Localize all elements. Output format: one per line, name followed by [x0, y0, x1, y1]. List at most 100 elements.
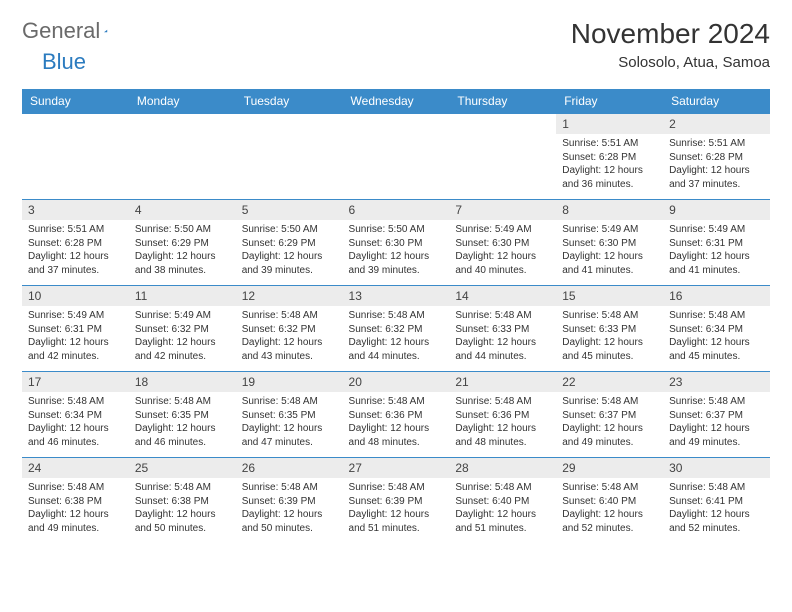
day-cell: 7Sunrise: 5:49 AMSunset: 6:30 PMDaylight…: [449, 200, 556, 286]
day-number: 11: [129, 286, 236, 306]
sunset-line: Sunset: 6:32 PM: [242, 323, 337, 337]
sunset-line: Sunset: 6:33 PM: [455, 323, 550, 337]
day-cell: 24Sunrise: 5:48 AMSunset: 6:38 PMDayligh…: [22, 458, 129, 544]
daylight-line: Daylight: 12 hours and 49 minutes.: [562, 422, 657, 449]
daylight-line: Daylight: 12 hours and 52 minutes.: [669, 508, 764, 535]
sunset-line: Sunset: 6:35 PM: [242, 409, 337, 423]
daylight-line: Daylight: 12 hours and 51 minutes.: [349, 508, 444, 535]
daylight-line: Daylight: 12 hours and 51 minutes.: [455, 508, 550, 535]
day-cell: 26Sunrise: 5:48 AMSunset: 6:39 PMDayligh…: [236, 458, 343, 544]
sunset-line: Sunset: 6:37 PM: [562, 409, 657, 423]
calendar-row: 1Sunrise: 5:51 AMSunset: 6:28 PMDaylight…: [22, 114, 770, 200]
day-cell: 19Sunrise: 5:48 AMSunset: 6:35 PMDayligh…: [236, 372, 343, 458]
day-number: 26: [236, 458, 343, 478]
sunrise-line: Sunrise: 5:48 AM: [669, 395, 764, 409]
sunset-line: Sunset: 6:32 PM: [349, 323, 444, 337]
day-number: 15: [556, 286, 663, 306]
day-cell: 16Sunrise: 5:48 AMSunset: 6:34 PMDayligh…: [663, 286, 770, 372]
sunrise-line: Sunrise: 5:48 AM: [28, 395, 123, 409]
day-cell: 1Sunrise: 5:51 AMSunset: 6:28 PMDaylight…: [556, 114, 663, 200]
sunrise-line: Sunrise: 5:51 AM: [562, 137, 657, 151]
daylight-line: Daylight: 12 hours and 37 minutes.: [28, 250, 123, 277]
day-cell: 25Sunrise: 5:48 AMSunset: 6:38 PMDayligh…: [129, 458, 236, 544]
daylight-line: Daylight: 12 hours and 44 minutes.: [455, 336, 550, 363]
sunset-line: Sunset: 6:30 PM: [349, 237, 444, 251]
day-cell: 3Sunrise: 5:51 AMSunset: 6:28 PMDaylight…: [22, 200, 129, 286]
sunrise-line: Sunrise: 5:48 AM: [562, 481, 657, 495]
sunrise-line: Sunrise: 5:49 AM: [455, 223, 550, 237]
sunset-line: Sunset: 6:28 PM: [28, 237, 123, 251]
sunrise-line: Sunrise: 5:48 AM: [455, 395, 550, 409]
day-number: 6: [343, 200, 450, 220]
calendar-row: 24Sunrise: 5:48 AMSunset: 6:38 PMDayligh…: [22, 458, 770, 544]
day-cell: 14Sunrise: 5:48 AMSunset: 6:33 PMDayligh…: [449, 286, 556, 372]
day-number: 29: [556, 458, 663, 478]
day-cell: 30Sunrise: 5:48 AMSunset: 6:41 PMDayligh…: [663, 458, 770, 544]
daylight-line: Daylight: 12 hours and 42 minutes.: [28, 336, 123, 363]
daylight-line: Daylight: 12 hours and 43 minutes.: [242, 336, 337, 363]
day-cell: 23Sunrise: 5:48 AMSunset: 6:37 PMDayligh…: [663, 372, 770, 458]
day-number: 27: [343, 458, 450, 478]
daylight-line: Daylight: 12 hours and 45 minutes.: [669, 336, 764, 363]
brand-triangle-icon: [104, 23, 107, 39]
daylight-line: Daylight: 12 hours and 50 minutes.: [135, 508, 230, 535]
sunrise-line: Sunrise: 5:48 AM: [455, 309, 550, 323]
day-cell: 9Sunrise: 5:49 AMSunset: 6:31 PMDaylight…: [663, 200, 770, 286]
sunset-line: Sunset: 6:28 PM: [562, 151, 657, 165]
sunset-line: Sunset: 6:36 PM: [455, 409, 550, 423]
weekday-header: Sunday: [22, 89, 129, 114]
weekday-header: Tuesday: [236, 89, 343, 114]
daylight-line: Daylight: 12 hours and 39 minutes.: [242, 250, 337, 277]
sunset-line: Sunset: 6:29 PM: [242, 237, 337, 251]
day-number: 12: [236, 286, 343, 306]
day-cell: 2Sunrise: 5:51 AMSunset: 6:28 PMDaylight…: [663, 114, 770, 200]
day-cell: 28Sunrise: 5:48 AMSunset: 6:40 PMDayligh…: [449, 458, 556, 544]
sunset-line: Sunset: 6:34 PM: [28, 409, 123, 423]
day-cell: 6 Sunrise: 5:50 AMSunset: 6:30 PMDaylight…: [343, 200, 450, 286]
day-cell: 20Sunrise: 5:48 AMSunset: 6:36 PMDayligh…: [343, 372, 450, 458]
day-number: 4: [129, 200, 236, 220]
sunset-line: Sunset: 6:41 PM: [669, 495, 764, 509]
day-number: 9: [663, 200, 770, 220]
sunrise-line: Sunrise: 5:50 AM: [349, 223, 444, 237]
day-number: 22: [556, 372, 663, 392]
day-number: 19: [236, 372, 343, 392]
day-number: 24: [22, 458, 129, 478]
sunrise-line: Sunrise: 5:48 AM: [562, 395, 657, 409]
day-number: 16: [663, 286, 770, 306]
sunrise-line: Sunrise: 5:48 AM: [135, 395, 230, 409]
sunrise-line: Sunrise: 5:48 AM: [242, 395, 337, 409]
sunset-line: Sunset: 6:38 PM: [28, 495, 123, 509]
sunset-line: Sunset: 6:40 PM: [455, 495, 550, 509]
brand-logo: General: [22, 18, 126, 44]
sunset-line: Sunset: 6:34 PM: [669, 323, 764, 337]
daylight-line: Daylight: 12 hours and 46 minutes.: [28, 422, 123, 449]
daylight-line: Daylight: 12 hours and 40 minutes.: [455, 250, 550, 277]
sunrise-line: Sunrise: 5:49 AM: [135, 309, 230, 323]
daylight-line: Daylight: 12 hours and 44 minutes.: [349, 336, 444, 363]
empty-cell: [129, 114, 236, 200]
day-number: 13: [343, 286, 450, 306]
day-number: 3: [22, 200, 129, 220]
daylight-line: Daylight: 12 hours and 42 minutes.: [135, 336, 230, 363]
day-cell: 17 Sunrise: 5:48 AMSunset: 6:34 PMDayligh…: [22, 372, 129, 458]
day-number: 20: [343, 372, 450, 392]
location-label: Solosolo, Atua, Samoa: [571, 54, 770, 71]
daylight-line: Daylight: 12 hours and 48 minutes.: [455, 422, 550, 449]
day-cell: 18Sunrise: 5:48 AMSunset: 6:35 PMDayligh…: [129, 372, 236, 458]
sunrise-line: Sunrise: 5:48 AM: [28, 481, 123, 495]
weekday-header: Saturday: [663, 89, 770, 114]
day-cell: 22 Sunrise: 5:48 AMSunset: 6:37 PMDayligh…: [556, 372, 663, 458]
day-number: 17: [22, 372, 129, 392]
sunset-line: Sunset: 6:31 PM: [28, 323, 123, 337]
day-number: 21: [449, 372, 556, 392]
weekday-header: Monday: [129, 89, 236, 114]
sunset-line: Sunset: 6:38 PM: [135, 495, 230, 509]
daylight-line: Daylight: 12 hours and 41 minutes.: [562, 250, 657, 277]
sunrise-line: Sunrise: 5:48 AM: [669, 481, 764, 495]
month-title: November 2024: [571, 18, 770, 50]
sunset-line: Sunset: 6:30 PM: [455, 237, 550, 251]
brand-part1: General: [22, 18, 100, 44]
sunrise-line: Sunrise: 5:48 AM: [349, 309, 444, 323]
daylight-line: Daylight: 12 hours and 39 minutes.: [349, 250, 444, 277]
